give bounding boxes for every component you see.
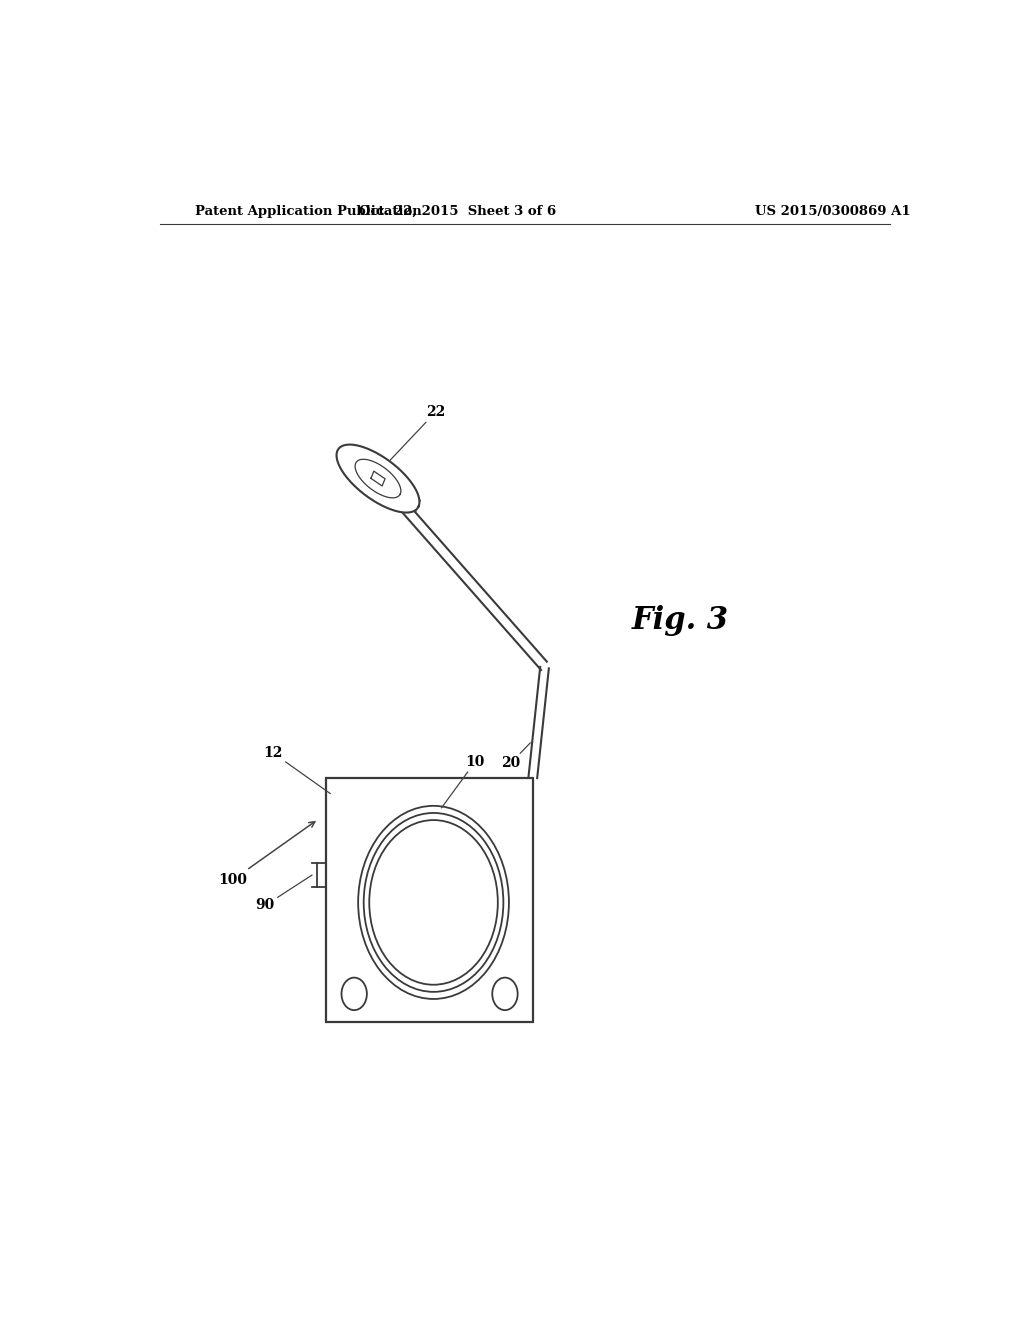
Text: 20: 20 xyxy=(501,743,530,770)
Text: 22: 22 xyxy=(386,405,444,465)
Text: 12: 12 xyxy=(263,746,331,793)
Text: Fig. 3: Fig. 3 xyxy=(632,606,729,636)
Text: 90: 90 xyxy=(256,875,312,912)
Text: Patent Application Publication: Patent Application Publication xyxy=(196,205,422,218)
Text: 100: 100 xyxy=(218,821,314,887)
Bar xyxy=(327,779,532,1022)
Text: US 2015/0300869 A1: US 2015/0300869 A1 xyxy=(755,205,910,218)
Text: 10: 10 xyxy=(441,755,484,808)
Text: Oct. 22, 2015  Sheet 3 of 6: Oct. 22, 2015 Sheet 3 of 6 xyxy=(358,205,556,218)
Polygon shape xyxy=(337,445,420,512)
